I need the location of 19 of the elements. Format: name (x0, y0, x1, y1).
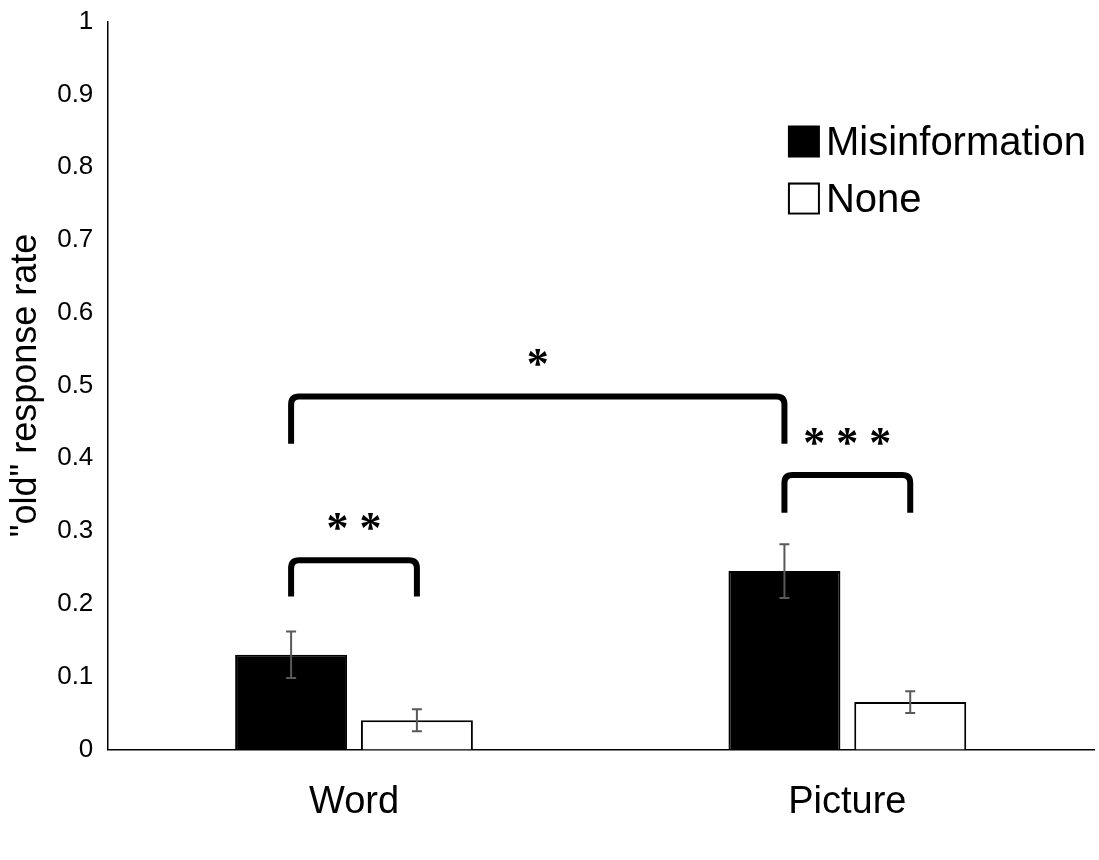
y-tick-label: 0.5 (57, 368, 94, 399)
annotation: * * (326, 503, 382, 553)
y-tick-label: 0.6 (57, 295, 94, 326)
y-tick-label: 0 (78, 732, 94, 763)
x-tick-label: Picture (788, 778, 907, 821)
y-tick-label: 0.8 (57, 150, 94, 181)
y-tick-label: 0.7 (57, 223, 94, 254)
legend-label: Misinformation (825, 118, 1086, 163)
y-tick-label: 0.1 (57, 659, 94, 690)
legend-label: None (825, 175, 922, 220)
annotation: * * * (803, 418, 892, 468)
annotation: * (526, 339, 549, 389)
y-axis-title: "old" response rate (2, 233, 44, 538)
y-tick-label: 0.4 (57, 441, 94, 472)
x-tick-label: Word (308, 778, 400, 821)
y-tick-label: 1 (78, 4, 94, 35)
y-tick-label: 0.3 (57, 514, 94, 545)
y-tick-label: 0.2 (57, 587, 94, 618)
y-tick-label: 0.9 (57, 77, 94, 108)
